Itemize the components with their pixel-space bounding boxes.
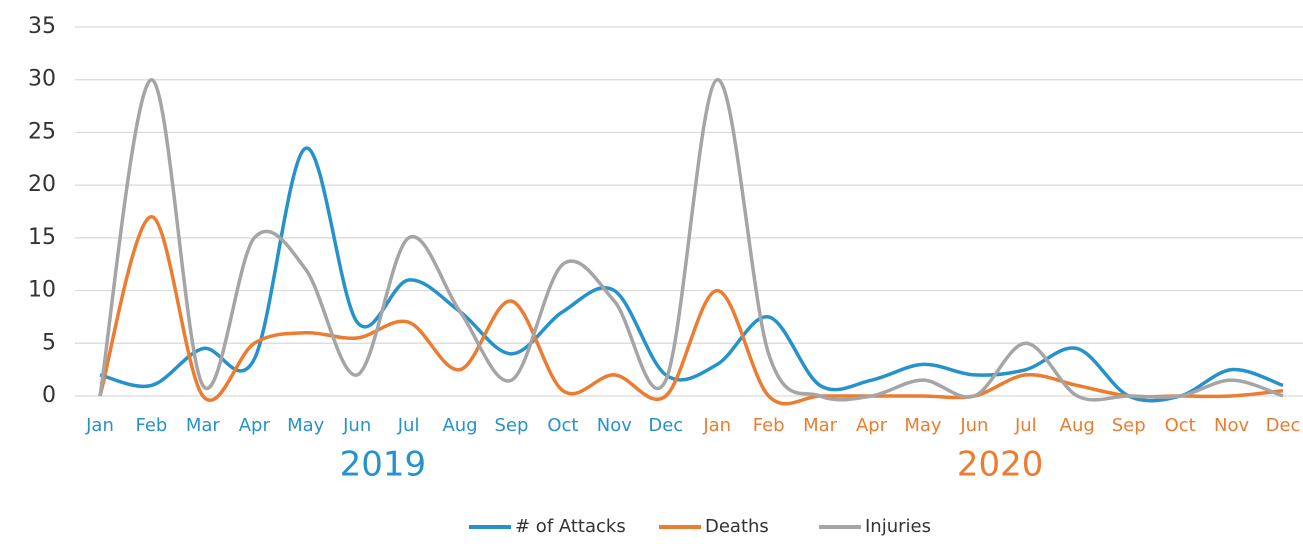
x-tick-label: Jan [85, 415, 114, 436]
y-tick-label: 15 [28, 225, 56, 250]
x-tick-label: Oct [1165, 415, 1196, 436]
x-tick-label: Jul [397, 415, 420, 436]
y-tick-label: 20 [28, 172, 56, 197]
x-tick-label: Mar [803, 415, 838, 436]
x-tick-label: Jun [959, 415, 988, 436]
legend-label: Deaths [705, 516, 769, 537]
y-tick-label: 10 [28, 278, 56, 303]
y-tick-label: 0 [42, 383, 56, 408]
series-line [98, 215, 1284, 406]
y-tick-label: 5 [42, 330, 56, 355]
x-tick-label: Nov [597, 415, 632, 436]
x-tick-label: Aug [1060, 415, 1095, 436]
x-tick-label: Apr [856, 415, 888, 436]
x-tick-label: Nov [1214, 415, 1249, 436]
series-line [99, 146, 1284, 403]
x-tick-label: Aug [442, 415, 477, 436]
y-tick-label: 25 [28, 119, 56, 144]
x-tick-label: May [904, 415, 942, 436]
legend-label: # of Attacks [515, 516, 626, 537]
group-label: 2019 [340, 445, 427, 485]
x-tick-label: Feb [753, 415, 785, 436]
x-tick-label: Jun [342, 415, 371, 436]
x-tick-label: Apr [239, 415, 271, 436]
x-tick-label: Dec [648, 415, 683, 436]
y-tick-label: 35 [28, 14, 56, 39]
x-tick-label: May [287, 415, 325, 436]
x-tick-label: Dec [1266, 415, 1301, 436]
x-tick-label: Mar [186, 415, 221, 436]
x-tick-label: Sep [1112, 415, 1146, 436]
y-tick-label: 30 [28, 67, 56, 92]
x-tick-label: Feb [135, 415, 167, 436]
legend-label: Injuries [865, 516, 931, 537]
x-tick-label: Jul [1014, 415, 1037, 436]
x-tick-label: Jan [702, 415, 731, 436]
series-line [98, 77, 1284, 402]
group-label: 2020 [957, 445, 1044, 485]
x-tick-label: Oct [547, 415, 578, 436]
x-tick-label: Sep [495, 415, 529, 436]
